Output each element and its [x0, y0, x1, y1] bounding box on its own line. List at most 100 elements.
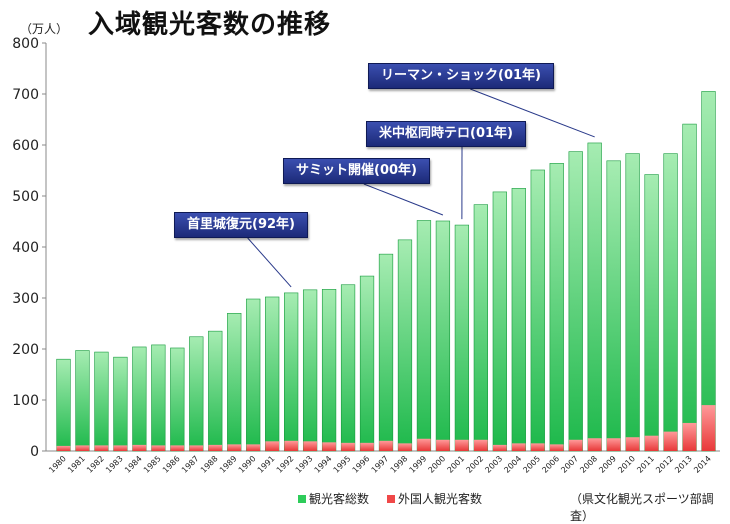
bar-total-1981	[76, 351, 90, 451]
bar-total-2012	[664, 154, 678, 451]
bar-foreign-1990	[246, 444, 260, 451]
bar-total-2006	[550, 163, 564, 451]
bar-foreign-1992	[284, 441, 298, 451]
bar-total-1998	[398, 240, 412, 451]
bar-total-1980	[57, 359, 71, 451]
bar-foreign-1993	[303, 441, 317, 451]
x-tick-label: 2008	[578, 454, 599, 475]
bar-total-2002	[474, 205, 488, 451]
bar-total-1989	[227, 313, 241, 451]
y-tick-label: 500	[12, 189, 39, 205]
x-tick-label: 1989	[218, 454, 239, 475]
x-tick-label: 2011	[635, 454, 656, 475]
bar-foreign-1997	[379, 441, 393, 451]
y-tick-label: 600	[12, 138, 39, 154]
bar-foreign-2004	[512, 443, 526, 451]
x-tick-label: 1985	[142, 454, 163, 475]
bar-total-2008	[588, 143, 602, 451]
bar-foreign-2005	[531, 443, 545, 451]
bar-total-1987	[189, 337, 203, 451]
x-tick-label: 1994	[313, 454, 334, 475]
bar-foreign-1987	[189, 445, 203, 451]
legend-swatch-foreign	[387, 495, 395, 503]
x-tick-label: 1982	[85, 454, 106, 475]
bar-foreign-2000	[436, 440, 450, 451]
x-tick-label: 1980	[47, 454, 68, 475]
callout-leader-line	[248, 238, 291, 287]
y-tick-label: 700	[12, 87, 39, 103]
bar-foreign-2008	[588, 438, 602, 451]
bar-foreign-1986	[170, 445, 184, 451]
bar-total-1982	[95, 352, 109, 451]
bar-total-1985	[152, 345, 166, 451]
legend-label-total: 観光客総数	[309, 490, 369, 507]
x-tick-label: 2006	[540, 454, 561, 475]
bar-total-2009	[607, 161, 621, 451]
bar-foreign-2007	[569, 440, 583, 451]
bar-total-1991	[265, 297, 279, 451]
bar-foreign-1985	[152, 445, 166, 451]
bar-total-1990	[246, 299, 260, 451]
bar-total-1993	[303, 290, 317, 451]
bar-total-2005	[531, 170, 545, 451]
x-tick-label: 1996	[351, 454, 372, 475]
bar-foreign-1982	[95, 445, 109, 451]
bar-foreign-1988	[208, 445, 222, 451]
callout-label: 首里城復元(92年)	[174, 212, 308, 238]
bar-total-2001	[455, 225, 469, 451]
legend-label-foreign: 外国人観光客数	[398, 490, 482, 507]
bar-total-1995	[341, 285, 355, 451]
legend-item-total: 観光客総数	[298, 490, 369, 507]
x-tick-label: 1993	[294, 454, 315, 475]
bar-total-1988	[208, 331, 222, 451]
x-tick-label: 1981	[66, 454, 87, 475]
bar-foreign-2010	[626, 437, 640, 451]
bar-foreign-2011	[645, 436, 659, 451]
bar-total-2007	[569, 152, 583, 451]
bar-foreign-1989	[227, 444, 241, 451]
x-tick-label: 1984	[123, 454, 144, 475]
y-tick-label: 400	[12, 240, 39, 256]
bar-foreign-2012	[664, 432, 678, 451]
callout-label: サミット開催(00年)	[283, 158, 430, 184]
x-tick-label: 2001	[446, 454, 467, 475]
x-tick-label: 1992	[275, 454, 296, 475]
x-tick-label: 2012	[654, 454, 675, 475]
callout-label: リーマン・ショック(01年)	[368, 63, 554, 89]
y-tick-label: 0	[30, 444, 39, 460]
x-tick-label: 2013	[673, 454, 694, 475]
x-tick-label: 2010	[616, 454, 637, 475]
bar-foreign-1995	[341, 443, 355, 451]
bar-total-2011	[645, 175, 659, 451]
bar-foreign-1999	[417, 439, 431, 451]
tourist-count-chart: 0100200300400500600700800198019811982198…	[0, 0, 730, 513]
bar-foreign-1991	[265, 441, 279, 451]
bar-total-1986	[170, 348, 184, 451]
bar-total-1984	[133, 347, 147, 451]
x-tick-label: 2005	[521, 454, 542, 475]
bar-foreign-2013	[683, 423, 697, 451]
bar-foreign-2014	[702, 405, 716, 451]
x-tick-label: 2002	[465, 454, 486, 475]
legend-swatch-total	[298, 495, 306, 503]
bar-foreign-1998	[398, 443, 412, 451]
bar-total-1992	[284, 293, 298, 451]
bar-foreign-2003	[493, 445, 507, 451]
bar-foreign-2001	[455, 440, 469, 451]
bar-foreign-1983	[114, 445, 128, 451]
bar-foreign-1994	[322, 442, 336, 451]
bar-total-2010	[626, 154, 640, 451]
x-tick-label: 2004	[502, 454, 523, 475]
bar-total-2000	[436, 221, 450, 451]
x-tick-label: 2014	[692, 454, 713, 475]
legend: 観光客総数 外国人観光客数	[298, 490, 482, 507]
bar-total-1994	[322, 289, 336, 451]
bar-total-1996	[360, 276, 374, 451]
x-tick-label: 1983	[104, 454, 125, 475]
x-tick-label: 1995	[332, 454, 353, 475]
bar-total-2014	[702, 91, 716, 451]
bar-foreign-2002	[474, 440, 488, 451]
bar-foreign-1981	[76, 445, 90, 451]
x-tick-label: 1999	[408, 454, 429, 475]
bar-foreign-2009	[607, 438, 621, 451]
